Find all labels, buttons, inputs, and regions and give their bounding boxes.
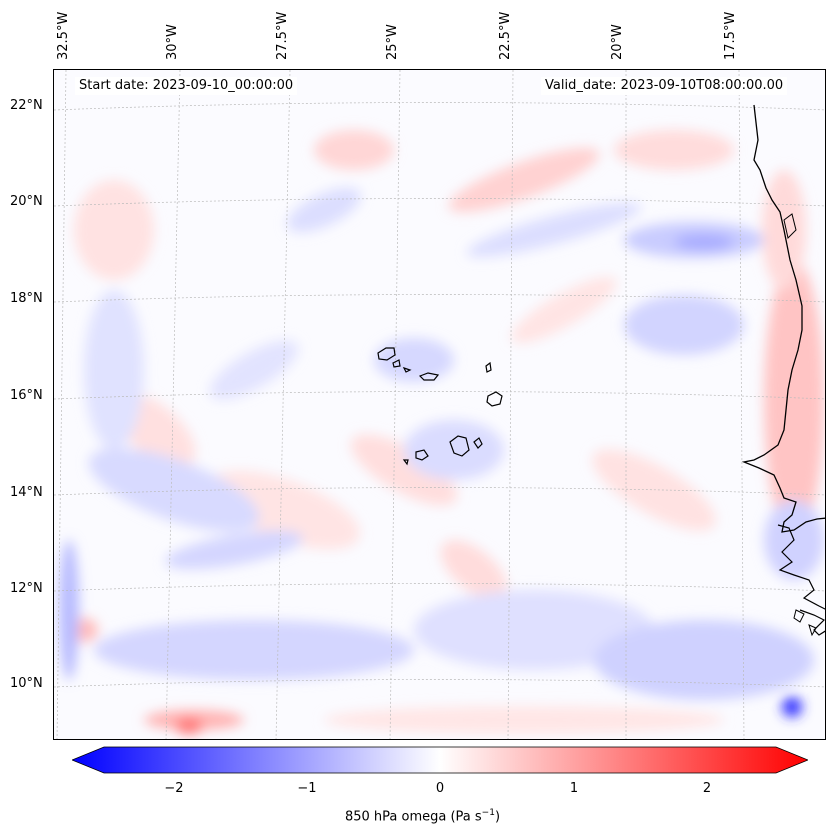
omega-field-map <box>54 70 825 739</box>
omega-field-patches <box>59 130 824 734</box>
coastline-africa <box>741 104 825 533</box>
colorbar-title: 850 hPa omega (Pa s−1) <box>4 808 837 824</box>
lon-label-17.5w: 17.5°W <box>723 11 738 60</box>
lon-label-20w: 20°W <box>610 24 625 60</box>
colorbar-tick-0: 0 <box>435 781 445 796</box>
lon-label-22.5w: 22.5°W <box>498 11 513 60</box>
lon-label-32.5w: 32.5°W <box>56 11 71 60</box>
colorbar-title-exponent: −1 <box>481 808 495 818</box>
colorbar-tick-1: 1 <box>569 781 579 796</box>
lon-label-30w: 30°W <box>165 24 180 60</box>
lat-label-16n: 16°N <box>10 388 43 403</box>
colorbar-gradient <box>72 746 808 774</box>
lon-label-25w: 25°W <box>385 24 400 60</box>
colorbar-title-prefix: 850 hPa omega (Pa s <box>344 809 482 825</box>
colorbar-tick-minus-1: −1 <box>297 781 317 796</box>
lat-label-22n: 22°N <box>10 98 43 113</box>
lat-label-20n: 20°N <box>10 194 43 209</box>
lat-label-10n: 10°N <box>10 676 43 691</box>
cape-verde-islands <box>377 347 503 466</box>
lat-label-18n: 18°N <box>10 291 43 306</box>
lat-label-12n: 12°N <box>10 581 43 596</box>
map-panel[interactable] <box>53 69 826 740</box>
colorbar <box>72 746 808 774</box>
lon-label-27.5w: 27.5°W <box>275 11 290 60</box>
coastline-senegambia <box>777 524 825 636</box>
valid-date-label: Valid_date: 2023-09-10T08:00:00.00 <box>541 77 788 95</box>
colorbar-title-suffix: ) <box>494 809 501 825</box>
colorbar-tick-2: 2 <box>702 781 712 796</box>
colorbar-tick-minus-2: −2 <box>164 781 184 796</box>
coastline-detail <box>783 213 817 637</box>
lat-label-14n: 14°N <box>10 485 43 500</box>
start-date-label: Start date: 2023-09-10_00:00:00 <box>75 77 298 95</box>
